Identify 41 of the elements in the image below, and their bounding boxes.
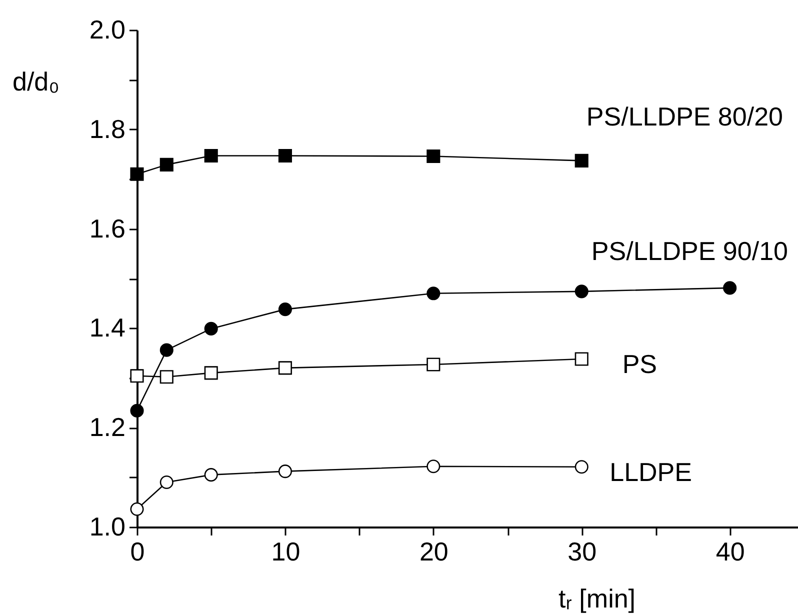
point xyxy=(426,460,440,474)
point xyxy=(723,281,737,295)
point xyxy=(130,404,144,418)
x-axis-title: tᵣ [min] xyxy=(558,584,636,614)
point xyxy=(160,476,174,490)
y-tick-label: 1.6 xyxy=(89,213,126,244)
series-label: PS/LLDPE 80/20 xyxy=(586,102,783,132)
y-tick-label: 1.2 xyxy=(89,412,126,442)
x-tick-label: 30 xyxy=(568,536,597,566)
point xyxy=(204,148,218,163)
point xyxy=(278,464,292,478)
point xyxy=(574,460,588,474)
point xyxy=(278,148,292,163)
y-tick-label: 1.0 xyxy=(89,512,126,542)
point xyxy=(426,286,440,300)
point xyxy=(574,284,588,298)
point xyxy=(204,322,218,336)
x-tick-label: 0 xyxy=(130,536,145,566)
point xyxy=(574,154,588,168)
point xyxy=(426,358,440,372)
point xyxy=(426,149,440,164)
point xyxy=(160,370,174,384)
x-tick-label: 10 xyxy=(271,536,300,566)
point xyxy=(278,361,292,375)
point xyxy=(204,468,218,482)
series-label: PS/LLDPE 90/10 xyxy=(591,236,788,266)
point xyxy=(130,502,144,516)
y-tick-label: 2.0 xyxy=(89,14,126,44)
y-tick-label: 1.4 xyxy=(89,312,126,343)
x-tick-label: 40 xyxy=(716,536,745,566)
point xyxy=(160,343,174,357)
x-tick-label: 20 xyxy=(419,536,448,566)
series-label: LLDPE xyxy=(610,456,692,487)
point xyxy=(130,167,144,181)
series-label: PS xyxy=(622,349,657,380)
y-tick-label: 1.8 xyxy=(89,114,126,144)
point xyxy=(574,352,588,366)
point xyxy=(160,158,174,172)
point xyxy=(278,302,292,316)
point xyxy=(204,366,218,380)
y-axis-title: d/d₀ xyxy=(12,66,60,96)
